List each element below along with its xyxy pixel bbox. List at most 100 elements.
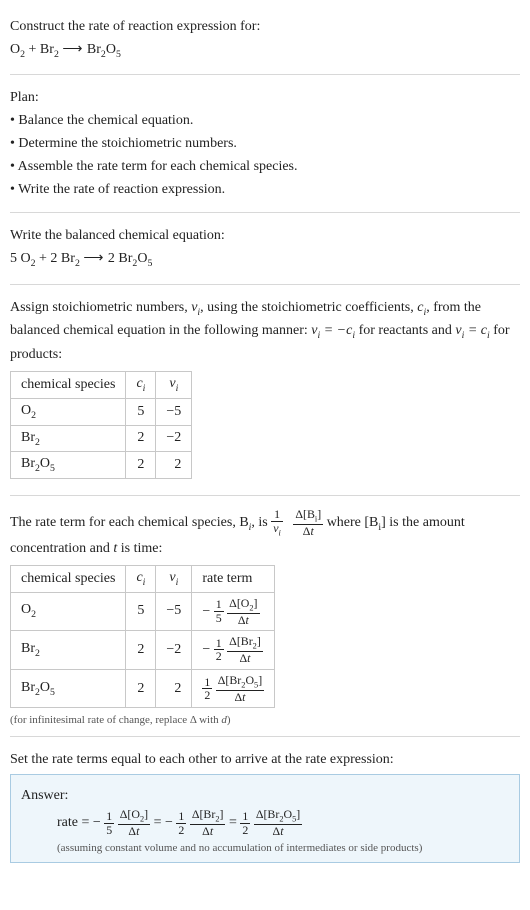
final-heading: Set the rate terms equal to each other t…	[10, 749, 520, 770]
prompt-rhs: Br2O5	[87, 42, 121, 57]
prompt-reaction: O2 + Br2 ⟶ Br2O5	[10, 39, 520, 62]
fraction: 15	[214, 598, 224, 624]
cell-species: O2	[11, 398, 126, 425]
frac1-den: νi	[271, 522, 283, 538]
col-species: chemical species	[11, 565, 126, 592]
table-row: O25−5− 15 Δ[O2]Δt	[11, 592, 275, 631]
frac2-den: Δt	[293, 525, 323, 538]
divider	[10, 74, 520, 75]
table-row: Br22−2− 12 Δ[Br2]Δt	[11, 631, 275, 670]
balanced-heading: Write the balanced chemical equation:	[10, 225, 520, 246]
answer-box: Answer: rate = − 15 Δ[O2]Δt = − 12 Δ[Br2…	[10, 774, 520, 863]
divider	[10, 284, 520, 285]
prompt-section: Construct the rate of reaction expressio…	[10, 8, 520, 70]
balanced-section: Write the balanced chemical equation: 5 …	[10, 217, 520, 279]
rateterm-intro: The rate term for each chemical species,…	[10, 508, 520, 559]
frac2-num: Δ[Bi]	[293, 508, 323, 525]
cell-nu: 2	[156, 669, 192, 708]
rateterm-note: (for infinitesimal rate of change, repla…	[10, 714, 520, 726]
cell-species: O2	[11, 592, 126, 631]
cell-c: 5	[126, 592, 156, 631]
fraction: Δ[O2]Δt	[118, 808, 150, 838]
balanced-arrow: ⟶	[83, 251, 104, 266]
table-row: Br2O522	[11, 452, 192, 479]
answer-note: (assuming constant volume and no accumul…	[21, 842, 509, 854]
stoich-intro: Assign stoichiometric numbers, νi, using…	[10, 297, 520, 365]
cell-species: Br2O5	[11, 669, 126, 708]
prompt-construct-label: Construct the rate of reaction expressio…	[10, 16, 520, 37]
stoich-intro2: , using the stoichiometric coefficients,	[200, 300, 417, 315]
final-section: Set the rate terms equal to each other t…	[10, 741, 520, 869]
fraction: 12	[240, 810, 250, 836]
fraction: Δ[Br2]Δt	[190, 808, 226, 838]
stoich-c: ci	[417, 300, 426, 315]
fraction: Δ[Br2]Δt	[227, 635, 263, 665]
fraction: 15	[104, 810, 114, 836]
cell-rate-term: − 12 Δ[Br2]Δt	[192, 631, 275, 670]
fraction: 12	[176, 810, 186, 836]
stoich-rel1: νi = −ci	[311, 323, 355, 338]
plan-heading: Plan:	[10, 87, 520, 108]
cell-nu: −5	[156, 592, 192, 631]
divider	[10, 736, 520, 737]
fraction: Δ[O2]Δt	[227, 597, 259, 627]
cell-nu: −2	[156, 631, 192, 670]
plan-item: • Assemble the rate term for each chemic…	[10, 156, 520, 177]
plan-item: • Determine the stoichiometric numbers.	[10, 133, 520, 154]
rateterm-intro1: The rate term for each chemical species,…	[10, 515, 249, 530]
rate-label: rate =	[57, 815, 93, 830]
rateterm-frac2: Δ[Bi]Δt	[293, 508, 323, 538]
table-row: Br22−2	[11, 425, 192, 452]
table-header-row: chemical species ci νi	[11, 371, 192, 398]
cell-species: Br2	[11, 425, 126, 452]
cell-nu: 2	[156, 452, 192, 479]
fraction: Δ[Br2O5]Δt	[216, 674, 264, 704]
plan-item: • Balance the chemical equation.	[10, 110, 520, 131]
stoich-nu: νi	[191, 300, 200, 315]
rateterm-frac1: 1νi	[271, 508, 283, 538]
stoich-section: Assign stoichiometric numbers, νi, using…	[10, 289, 520, 491]
answer-label: Answer:	[21, 785, 509, 806]
table-row: Br2O52212 Δ[Br2O5]Δt	[11, 669, 275, 708]
cell-rate-term: − 15 Δ[O2]Δt	[192, 592, 275, 631]
cell-c: 2	[126, 631, 156, 670]
col-c: ci	[126, 565, 156, 592]
balanced-equation: 5 O2 + 2 Br2 ⟶ 2 Br2O5	[10, 248, 520, 271]
col-c: ci	[126, 371, 156, 398]
rateterm-intro2: , is	[251, 515, 271, 530]
col-nu: νi	[156, 565, 192, 592]
plan-section: Plan: • Balance the chemical equation.• …	[10, 79, 520, 208]
table-header-row: chemical species ci νi rate term	[11, 565, 275, 592]
rateterm-table: chemical species ci νi rate term O25−5− …	[10, 565, 275, 709]
cell-species: Br2	[11, 631, 126, 670]
table-row: O25−5	[11, 398, 192, 425]
col-nu: νi	[156, 371, 192, 398]
prompt-arrow: ⟶	[62, 42, 83, 57]
cell-nu: −2	[156, 425, 192, 452]
balanced-rhs: 2 Br2O5	[108, 251, 152, 266]
stoich-intro1: Assign stoichiometric numbers,	[10, 300, 191, 315]
divider	[10, 495, 520, 496]
frac1-num: 1	[271, 508, 283, 522]
fraction: Δ[Br2O5]Δt	[254, 808, 302, 838]
rateterm-section: The rate term for each chemical species,…	[10, 500, 520, 732]
fraction: 12	[214, 637, 224, 663]
cell-rate-term: 12 Δ[Br2O5]Δt	[192, 669, 275, 708]
col-species: chemical species	[11, 371, 126, 398]
rate-expression: rate = − 15 Δ[O2]Δt = − 12 Δ[Br2]Δt = 12…	[21, 808, 509, 838]
cell-species: Br2O5	[11, 452, 126, 479]
cell-c: 2	[126, 669, 156, 708]
stoich-intro4: for reactants and	[355, 323, 455, 338]
cell-nu: −5	[156, 398, 192, 425]
divider	[10, 212, 520, 213]
plan-item: • Write the rate of reaction expression.	[10, 179, 520, 200]
stoich-table: chemical species ci νi O25−5Br22−2Br2O52…	[10, 371, 192, 479]
cell-c: 2	[126, 452, 156, 479]
fraction: 12	[202, 676, 212, 702]
col-rate-term: rate term	[192, 565, 275, 592]
cell-c: 2	[126, 425, 156, 452]
rateterm-intro4: is time:	[117, 541, 162, 556]
cell-c: 5	[126, 398, 156, 425]
stoich-rel2: νi = ci	[455, 323, 489, 338]
balanced-lhs: 5 O2 + 2 Br2	[10, 251, 80, 266]
